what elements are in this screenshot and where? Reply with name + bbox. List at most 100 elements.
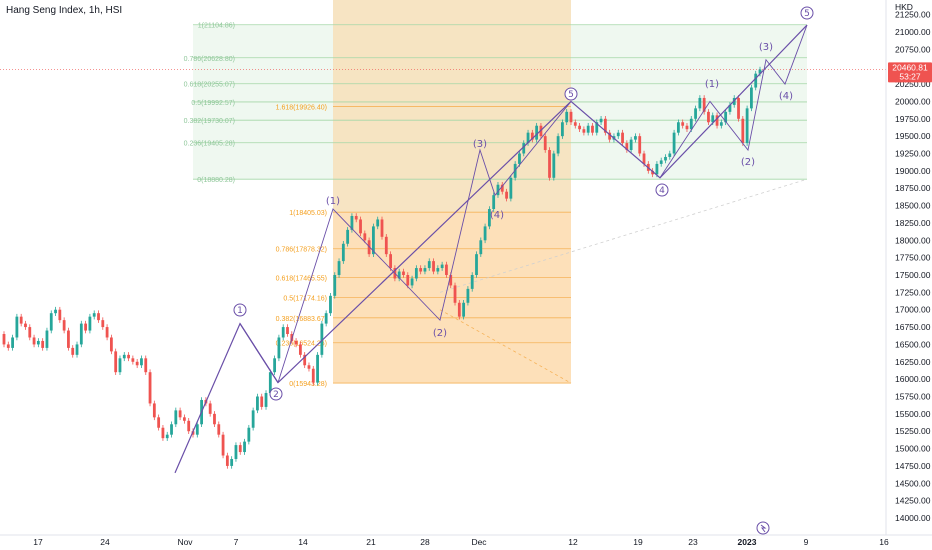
time-tick: 9 (804, 537, 809, 547)
price-axis[interactable]: 14000.00 14250.00 14500.00 14750.00 15000.00… (885, 0, 932, 535)
fib-green-label: 0.5(19992.57) (191, 100, 235, 107)
candle-body (311, 368, 315, 383)
candle-body (324, 313, 328, 324)
candle-body (316, 354, 319, 383)
candle-body (264, 393, 268, 407)
candle-body (616, 132, 620, 137)
candle-body (251, 410, 255, 428)
price-tick: 21000.00 (895, 27, 931, 37)
candle-body (595, 122, 599, 133)
candle-body (79, 323, 83, 345)
candle-body (457, 302, 461, 317)
price-tick: 14500.00 (895, 478, 931, 488)
candle-body (479, 240, 483, 255)
candle-body (410, 278, 414, 286)
intermediate-wave-line (277, 101, 572, 383)
candle-body (71, 347, 75, 355)
current-price-value: 20460.81 (892, 62, 928, 72)
time-axis[interactable]: 17 24 Nov 7 14 21 28 Dec 12 19 23 2023 9 16 (0, 534, 932, 547)
candle-body (234, 445, 238, 459)
candle-body (573, 122, 577, 126)
candle-body (423, 268, 427, 272)
fib-green-label: 0.382(19730.07) (184, 118, 235, 125)
candle-body (711, 115, 715, 123)
wave-2-leg (239, 323, 279, 383)
candle-body (2, 334, 6, 345)
candle-body (552, 153, 556, 178)
candle-body (208, 403, 212, 414)
candle-body (157, 417, 161, 428)
grid (0, 69, 886, 384)
candle-body (384, 236, 388, 255)
candle-body (221, 434, 225, 456)
candle-body (290, 334, 294, 341)
price-tick: 17500.00 (895, 270, 931, 280)
time-tick: 17 (33, 537, 43, 547)
candle-body (655, 163, 659, 175)
price-tick: 14750.00 (895, 461, 931, 471)
fib-levels: 1(21104.86) 0.786(20628.80) 0.618(20255.07… (184, 23, 807, 388)
wave-label-5-final: 5 (804, 9, 810, 19)
time-tick: Nov (177, 537, 193, 547)
candle-body (492, 195, 496, 210)
candle-body (556, 136, 560, 154)
candle-body (543, 136, 547, 151)
candle-body (625, 143, 629, 151)
price-tick: 16500.00 (895, 339, 931, 349)
candle-body (402, 271, 405, 275)
candle-body (758, 69, 762, 74)
wave-label-5-final-circle (800, 6, 814, 20)
candle-body (256, 396, 259, 411)
candle-body (268, 372, 272, 394)
candle-body (724, 111, 728, 123)
candle-body (67, 330, 70, 348)
time-tick: 7 (234, 537, 239, 547)
minor-label-2: (2) (433, 328, 447, 339)
candle-body (582, 129, 586, 133)
candle-body (500, 184, 504, 192)
candle-body (243, 441, 246, 453)
fib-zone-tan (333, 0, 571, 213)
candle-body (483, 226, 487, 241)
candle-body (462, 302, 466, 317)
time-tick: 2023 (738, 537, 757, 547)
candle-body (277, 337, 281, 359)
fib-green-label: 0(18880.28) (197, 177, 235, 184)
fib-orange-label: 0.618(17465.55) (276, 275, 327, 282)
candle-body (380, 219, 384, 237)
time-tick: 23 (688, 537, 698, 547)
fib-green-label: 1(21104.86) (198, 23, 235, 30)
fib-orange-label: 0(15943.28) (289, 381, 327, 388)
candle-body (88, 316, 92, 331)
price-tick: 18000.00 (895, 235, 931, 245)
replay-icon[interactable] (756, 521, 770, 535)
price-tick: 19750.00 (895, 114, 931, 124)
minor-label-1: (1) (326, 196, 340, 207)
candles (2, 66, 762, 469)
candle-body (213, 413, 216, 425)
price-tick: 17000.00 (895, 305, 931, 315)
orange-dashed-line (439, 309, 572, 384)
candle-body (281, 327, 285, 338)
candle-body (247, 427, 251, 442)
fib-orange-label: 0.5(17174.16) (283, 296, 327, 303)
candle-body (728, 104, 732, 112)
candle-body (11, 337, 14, 348)
dec-wave-line (659, 24, 808, 179)
candle-body (178, 410, 182, 418)
candle-body (135, 361, 139, 366)
price-tick: 20750.00 (895, 44, 931, 54)
candle-body (621, 132, 624, 144)
candle-body (15, 316, 19, 338)
candle-body (217, 424, 221, 435)
dec-label-1: (1) (705, 79, 719, 90)
wave-label-2: 2 (273, 390, 279, 400)
price-tick: 20000.00 (895, 96, 931, 106)
candle-body (561, 122, 564, 137)
minor-label-3: (3) (473, 139, 487, 150)
wave-label-5-mid: 5 (568, 90, 574, 100)
price-tick: 17750.00 (895, 253, 931, 263)
candle-body (84, 323, 88, 331)
candle-body (28, 327, 32, 338)
